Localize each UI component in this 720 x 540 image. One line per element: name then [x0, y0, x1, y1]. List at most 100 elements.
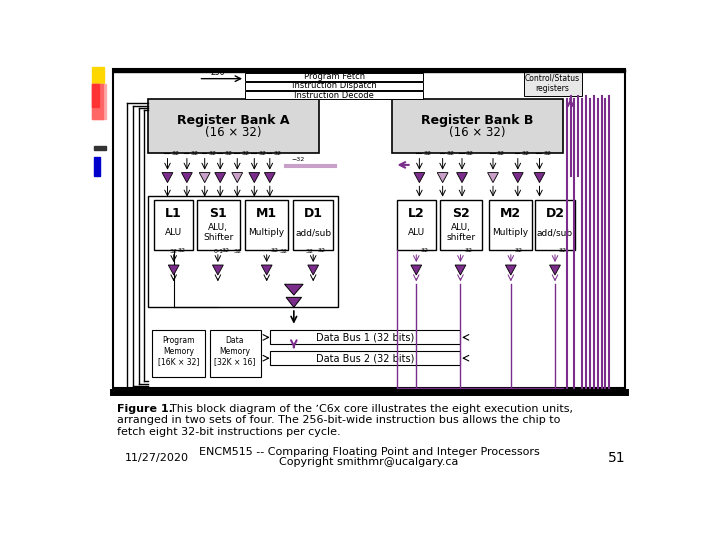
Text: fetch eight 32-bit instructions per cycle.: fetch eight 32-bit instructions per cycl…	[117, 427, 341, 437]
Text: 32: 32	[191, 151, 199, 156]
Text: 32: 32	[420, 248, 428, 253]
Text: S2: S2	[452, 207, 469, 220]
Text: −32: −32	[292, 157, 305, 162]
Polygon shape	[215, 173, 225, 183]
Polygon shape	[249, 173, 260, 183]
Polygon shape	[411, 265, 422, 275]
Text: L1: L1	[166, 207, 182, 220]
Text: 32: 32	[274, 151, 282, 156]
Polygon shape	[232, 173, 243, 183]
Text: Data Bus 1 (32 bits): Data Bus 1 (32 bits)	[316, 333, 414, 342]
Bar	[92, 84, 99, 107]
Polygon shape	[549, 265, 560, 275]
Text: 32: 32	[222, 248, 230, 253]
Text: 32: 32	[497, 151, 505, 156]
Text: M2: M2	[500, 207, 521, 220]
Polygon shape	[199, 173, 210, 183]
Text: L2: L2	[408, 207, 425, 220]
Text: Data
Memory
[32K × 16]: Data Memory [32K × 16]	[215, 336, 256, 366]
Bar	[94, 157, 100, 177]
Bar	[270, 351, 459, 365]
Text: S1: S1	[210, 207, 227, 220]
Bar	[92, 84, 107, 119]
Polygon shape	[414, 173, 425, 183]
Text: 32: 32	[224, 151, 232, 156]
Bar	[524, 71, 582, 96]
Text: Multiply: Multiply	[492, 228, 528, 237]
Bar	[94, 146, 107, 150]
Text: 32: 32	[423, 151, 431, 156]
Polygon shape	[455, 265, 466, 275]
Text: ALU,
Shifter: ALU, Shifter	[203, 223, 233, 242]
Text: 32: 32	[280, 249, 288, 254]
Text: 32: 32	[271, 248, 279, 253]
Polygon shape	[456, 173, 467, 183]
Bar	[245, 200, 287, 249]
Polygon shape	[284, 284, 303, 295]
Bar	[152, 330, 204, 377]
Text: 32: 32	[515, 248, 523, 253]
Text: 32: 32	[466, 151, 474, 156]
Text: Multiply: Multiply	[248, 228, 284, 237]
Polygon shape	[487, 173, 498, 183]
Bar	[245, 72, 423, 81]
Text: 32: 32	[170, 249, 178, 254]
Bar	[392, 99, 563, 153]
Bar	[197, 200, 240, 249]
Text: Register Bank B: Register Bank B	[421, 114, 534, 127]
Bar	[154, 200, 193, 249]
Text: 32: 32	[522, 151, 530, 156]
Text: 32: 32	[544, 151, 552, 156]
Polygon shape	[168, 265, 179, 275]
Text: arranged in two sets of four. The 256-bit-wide instruction bus allows the chip t: arranged in two sets of four. The 256-bi…	[117, 415, 560, 425]
Text: 51: 51	[608, 450, 626, 464]
Bar	[535, 200, 575, 249]
Text: This block diagram of the ʼC6x core illustrates the eight execution units,: This block diagram of the ʼC6x core illu…	[170, 403, 573, 414]
Bar	[270, 330, 459, 345]
Polygon shape	[162, 173, 173, 183]
Text: 11/27/2020: 11/27/2020	[125, 453, 189, 462]
Polygon shape	[513, 173, 523, 183]
Text: Program Fetch: Program Fetch	[304, 72, 365, 81]
Text: Program
Memory
[16K × 32]: Program Memory [16K × 32]	[158, 336, 199, 366]
Polygon shape	[212, 265, 223, 275]
Bar	[92, 84, 103, 119]
Polygon shape	[505, 265, 516, 275]
Text: Data Bus 2 (32 bits): Data Bus 2 (32 bits)	[316, 353, 414, 363]
Bar	[148, 99, 319, 153]
Text: 32: 32	[233, 249, 241, 254]
Text: ENCM515 -- Comparing Floating Point and Integer Processors: ENCM515 -- Comparing Floating Point and …	[199, 447, 539, 457]
Polygon shape	[307, 265, 319, 275]
Bar	[148, 195, 338, 307]
Bar	[489, 200, 532, 249]
Bar	[245, 82, 423, 90]
Polygon shape	[437, 173, 448, 183]
Text: 0-1: 0-1	[214, 249, 224, 254]
Text: 32: 32	[559, 248, 567, 253]
Polygon shape	[286, 298, 302, 307]
Text: 32: 32	[178, 248, 186, 253]
Bar	[293, 200, 333, 249]
Text: 32: 32	[317, 248, 325, 253]
Text: M1: M1	[256, 207, 277, 220]
Text: 32: 32	[305, 249, 313, 254]
Text: 32: 32	[446, 151, 454, 156]
Text: D2: D2	[546, 207, 564, 220]
Text: 32: 32	[209, 151, 217, 156]
Text: D1: D1	[304, 207, 323, 220]
Text: ALU: ALU	[408, 228, 425, 237]
Bar	[397, 200, 436, 249]
Text: add/sub: add/sub	[537, 228, 573, 237]
Text: ALU: ALU	[165, 228, 182, 237]
Text: Register Bank A: Register Bank A	[177, 114, 289, 127]
Text: ALU,
shifter: ALU, shifter	[446, 223, 475, 242]
Polygon shape	[181, 173, 192, 183]
Polygon shape	[261, 265, 272, 275]
Text: 32: 32	[464, 248, 472, 253]
Text: Copyright smithmr@ucalgary.ca: Copyright smithmr@ucalgary.ca	[279, 457, 459, 467]
Text: (16 × 32): (16 × 32)	[205, 126, 261, 139]
Text: 32: 32	[171, 151, 179, 156]
Polygon shape	[264, 173, 275, 183]
Bar	[439, 200, 482, 249]
Text: (16 × 32): (16 × 32)	[449, 126, 505, 139]
